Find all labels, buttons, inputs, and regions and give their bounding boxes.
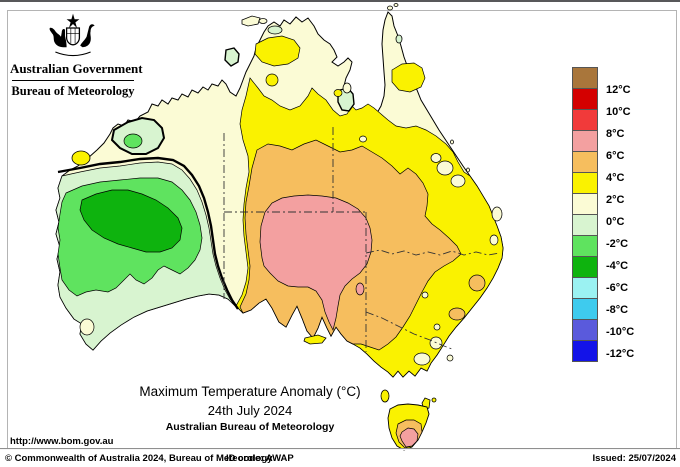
- tasmania-plus6-8: [399, 427, 419, 448]
- region-minus6-4: [79, 189, 183, 253]
- bureau-title: Bureau of Meteorology: [11, 84, 135, 98]
- legend-label: 12°C: [606, 84, 631, 96]
- map-source: Australian Bureau of Meteorology: [165, 421, 335, 433]
- footer-copyright: © Commonwealth of Australia 2024, Bureau…: [5, 453, 273, 464]
- legend-label: -6°C: [606, 282, 629, 294]
- legend-label: -8°C: [606, 304, 629, 316]
- legend-swatch: [572, 235, 598, 257]
- kimberley-cool-core: [123, 133, 143, 149]
- northcoast-cool-spot: [267, 25, 283, 35]
- footer-url: http://www.bom.gov.au: [10, 436, 114, 447]
- australian-coat-of-arms-icon: [49, 13, 95, 57]
- footer-id-code: ID code: AWAP: [226, 453, 294, 464]
- legend-swatch: [572, 109, 598, 131]
- temperature-legend: 12°C 10°C 8°C 6°C 4°C 2°C 0°C -2°C -4°C -6°C -8°C -…: [572, 67, 634, 362]
- legend-swatch: [572, 214, 598, 236]
- capeyork-warm-patch: [391, 62, 426, 93]
- legend-label: 2°C: [606, 194, 625, 206]
- topend-warm-spot: [265, 73, 279, 87]
- legend-label: 6°C: [606, 150, 625, 162]
- legend-labels: 12°C 10°C 8°C 6°C 4°C 2°C 0°C -2°C -4°C -6°C -8°C -…: [606, 68, 656, 378]
- header-divider: [12, 80, 134, 81]
- legend-swatch: [572, 88, 598, 110]
- legend-label: -12°C: [606, 348, 635, 360]
- legend-label: 10°C: [606, 106, 631, 118]
- pilbara-warm-spot: [71, 150, 91, 166]
- zero-contour-line: [57, 156, 239, 310]
- mild-spots: [79, 135, 503, 366]
- legend-swatch: [572, 172, 598, 194]
- legend-label: -2°C: [606, 238, 629, 250]
- footer-issued-date: Issued: 25/07/2024: [592, 453, 676, 464]
- region-plus6-8-spot: [355, 282, 365, 296]
- legend-swatch: [572, 319, 598, 341]
- topend-warm-patch: [254, 35, 301, 67]
- legend-label: 8°C: [606, 128, 625, 140]
- legend-label: -4°C: [606, 260, 629, 272]
- region-plus6-8: [259, 194, 373, 332]
- gulf-warm-spot: [333, 89, 343, 97]
- government-title: Australian Government: [10, 61, 143, 76]
- legend-swatch: [572, 130, 598, 152]
- map-date: 24th July 2024: [207, 403, 293, 418]
- legend-label: 4°C: [606, 172, 625, 184]
- footer-divider: [0, 448, 680, 450]
- tasmania: [387, 403, 430, 451]
- legend-swatch: [572, 256, 598, 278]
- agency-header: Australian Government Bureau of Meteorol…: [10, 12, 143, 99]
- map-title: Maximum Temperature Anomaly (°C): [139, 384, 361, 399]
- legend-swatches: [572, 67, 598, 362]
- legend-swatch: [572, 340, 598, 362]
- title-block: Maximum Temperature Anomaly (°C) 24th Ju…: [90, 384, 410, 433]
- warm-spots-southeast: [448, 274, 486, 321]
- legend-swatch: [572, 277, 598, 299]
- state-borders: [223, 127, 501, 352]
- window-top-edge: [0, 0, 680, 2]
- capeyork-cool-spot: [395, 34, 403, 44]
- legend-swatch: [572, 151, 598, 173]
- legend-swatch: [572, 67, 598, 89]
- legend-label: -10°C: [606, 326, 635, 338]
- legend-swatch: [572, 298, 598, 320]
- legend-swatch: [572, 193, 598, 215]
- legend-label: 0°C: [606, 216, 625, 228]
- topend-cool-patch: [224, 47, 240, 67]
